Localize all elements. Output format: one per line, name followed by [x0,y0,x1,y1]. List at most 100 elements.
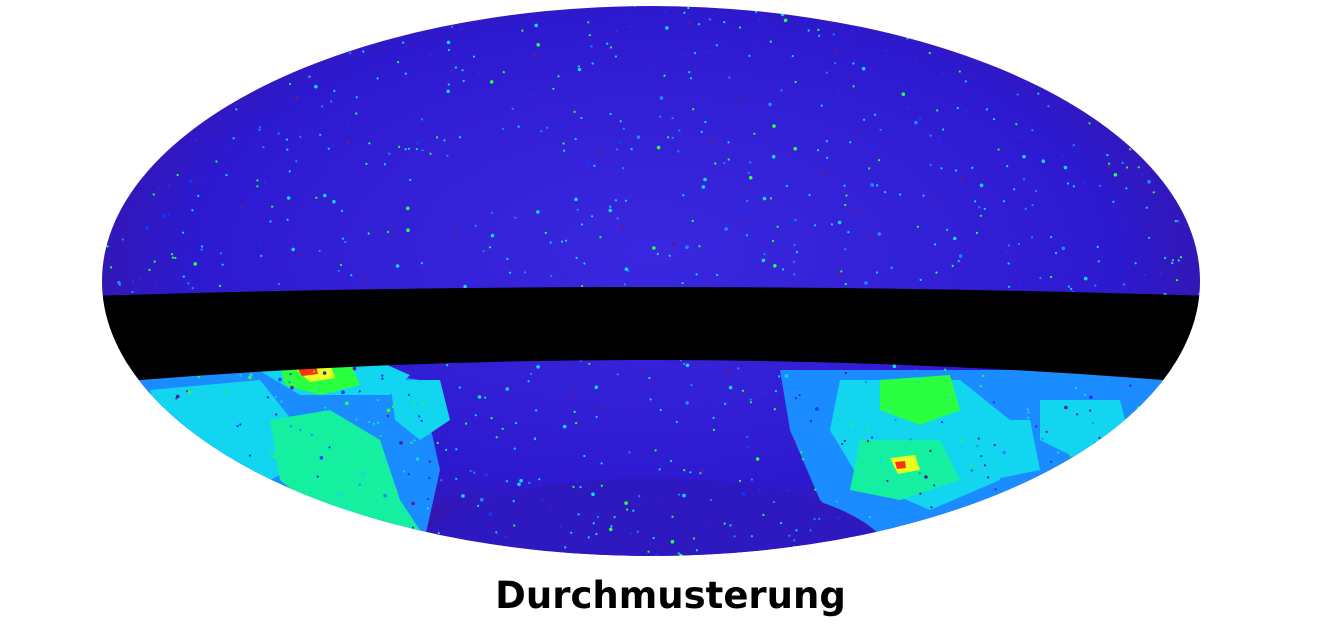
star-speckle [715,44,718,47]
star-speckle [936,109,939,112]
star-speckle [580,116,583,120]
star-speckle [119,27,122,31]
star-speckle [814,224,817,227]
star-speckle [851,424,855,427]
star-speckle [788,534,791,537]
star-speckle [647,550,650,553]
star-speckle [1122,283,1126,286]
star-speckle [908,18,911,21]
star-speckle [905,555,908,556]
star-speckle [249,373,253,377]
star-speckle [701,185,706,189]
star-speckle [273,179,276,182]
star-speckle [1153,78,1157,83]
star-speckle [1010,536,1015,541]
star-speckle [495,436,498,439]
star-speckle [352,366,357,371]
star-speckle [1096,245,1099,248]
star-speckle [480,497,484,502]
star-speckle [533,53,537,57]
star-speckle [368,194,371,197]
star-speckle [457,21,462,26]
star-speckle [834,49,839,53]
star-speckle [714,403,717,406]
star-speckle [614,199,618,202]
star-speckle [681,282,684,285]
star-speckle [264,438,267,441]
star-speckle [964,393,967,396]
star-speckle [223,391,226,394]
star-speckle [548,109,553,114]
star-speckle [837,220,842,225]
star-speckle [218,284,222,287]
star-speckle [212,128,215,131]
star-speckle [820,104,823,107]
star-speckle [975,231,979,234]
star-speckle [330,100,333,103]
star-speckle [837,91,840,94]
star-speckle [942,10,947,14]
star-speckle [362,50,365,53]
star-speckle [344,550,348,554]
star-speckle [971,166,974,169]
star-speckle [893,388,896,391]
star-speckle [1037,92,1040,95]
star-speckle [849,141,852,144]
star-speckle [215,160,218,163]
star-speckle [1175,441,1178,444]
star-speckle [1089,48,1094,52]
star-speckle [176,173,179,177]
star-speckle [940,167,943,170]
star-speckle [577,65,581,68]
star-speckle [465,422,468,425]
star-speckle [677,552,680,555]
star-speckle [429,54,432,57]
star-speckle [290,16,293,19]
star-speckle [102,37,106,41]
star-speckle [1083,181,1086,185]
star-speckle [780,89,783,92]
star-speckle [669,459,673,463]
star-speckle [1028,35,1031,38]
star-speckle [411,526,415,529]
star-speckle [751,443,754,446]
star-speckle [1081,199,1084,202]
star-speckle [624,501,628,505]
star-speckle [614,55,618,58]
star-speckle [102,374,106,378]
star-speckle [598,150,603,154]
star-speckle [832,8,836,11]
star-speckle [960,439,964,442]
star-speckle [997,148,1000,151]
star-speckle [319,456,324,460]
star-speckle [1097,90,1100,93]
star-speckle [318,388,321,391]
star-speckle [942,128,945,131]
star-speckle [871,436,874,439]
star-speckle [747,171,750,174]
star-speckle [370,64,373,67]
star-speckle [307,16,310,19]
star-speckle [261,40,265,44]
star-speckle [332,199,336,204]
star-speckle [1091,422,1094,425]
star-speckle [1045,430,1048,433]
star-speckle [283,7,287,10]
star-speckle [531,77,534,80]
star-speckle [484,473,489,477]
star-speckle [914,369,917,372]
star-speckle [414,158,417,161]
star-speckle [398,510,401,513]
star-speckle [549,508,552,511]
star-speckle [814,488,817,491]
star-speckle [132,290,136,293]
star-speckle [890,266,893,269]
star-speckle [837,499,840,502]
star-speckle [455,448,458,451]
star-speckle [225,460,230,465]
star-speckle [886,479,889,482]
star-speckle [1129,439,1132,443]
star-speckle [152,193,155,196]
star-speckle [449,62,452,65]
star-speckle [421,149,424,152]
